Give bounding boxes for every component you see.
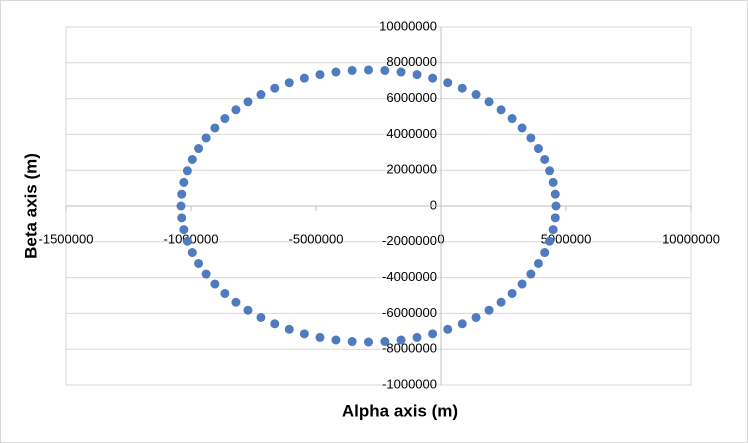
data-point	[533, 258, 543, 268]
data-point	[471, 312, 481, 322]
y-tick-label: 8000000	[386, 54, 437, 69]
data-point	[315, 332, 325, 342]
data-point	[331, 67, 341, 77]
y-tick-label: 0	[430, 197, 437, 212]
data-point	[243, 305, 253, 315]
data-point	[551, 201, 561, 211]
data-point	[471, 90, 481, 100]
grid-layer: -1000000 -8000000 -6000000 -4000000 -2000000…	[39, 18, 720, 391]
data-point	[548, 225, 558, 235]
data-point	[231, 105, 241, 115]
data-point	[412, 332, 422, 342]
data-point	[182, 236, 192, 246]
data-point	[364, 337, 373, 347]
data-point	[210, 123, 220, 133]
data-point	[177, 213, 187, 223]
data-point	[428, 73, 438, 83]
data-point	[548, 177, 558, 187]
data-point	[201, 133, 211, 143]
data-point	[380, 65, 390, 75]
data-point	[331, 335, 341, 345]
data-point	[182, 166, 192, 176]
data-point	[526, 269, 536, 279]
data-point	[545, 236, 555, 246]
data-point	[550, 189, 560, 199]
y-tick-label: 6000000	[386, 90, 437, 105]
data-point	[517, 123, 527, 133]
data-point	[284, 78, 294, 88]
data-point	[550, 213, 560, 223]
data-point	[299, 329, 309, 339]
mark-layer	[176, 65, 561, 347]
data-point	[540, 248, 550, 258]
y-tick-label: -6000000	[382, 305, 437, 320]
y-tick-label: -8000000	[382, 341, 437, 356]
data-point	[194, 258, 204, 268]
x-tick-label: -1500000	[39, 231, 94, 246]
data-point	[545, 166, 555, 176]
data-point	[243, 97, 253, 107]
data-point	[443, 78, 453, 88]
data-point	[270, 83, 280, 93]
data-point	[380, 337, 390, 347]
data-point	[256, 312, 266, 322]
data-point	[457, 83, 467, 93]
x-axis-title: Alpha axis (m)	[342, 401, 458, 420]
data-point	[507, 288, 517, 298]
data-point	[347, 337, 357, 347]
data-point	[496, 105, 506, 115]
data-point	[179, 177, 189, 187]
data-point	[428, 329, 438, 339]
data-point	[256, 90, 266, 100]
data-point	[443, 324, 453, 334]
data-point	[364, 65, 373, 75]
data-point	[220, 288, 230, 298]
data-point	[496, 297, 506, 307]
data-point	[201, 269, 211, 279]
data-point	[270, 319, 280, 329]
data-point	[315, 70, 325, 80]
data-point	[517, 279, 527, 289]
x-tick-label: -5000000	[289, 231, 344, 246]
y-tick-label: 4000000	[386, 126, 437, 141]
y-tick-label: -2000000	[382, 233, 437, 248]
data-point	[179, 225, 189, 235]
data-point	[299, 73, 309, 83]
data-point	[194, 144, 204, 154]
data-point	[187, 154, 197, 164]
data-point	[187, 248, 197, 258]
data-point	[210, 279, 220, 289]
data-point	[457, 319, 467, 329]
data-point	[540, 154, 550, 164]
y-tick-label: -4000000	[382, 269, 437, 284]
data-point	[231, 297, 241, 307]
x-tick-label: 10000000	[662, 231, 720, 246]
y-tick-label: -1000000	[382, 376, 437, 391]
data-point	[396, 335, 406, 345]
y-tick-label: 10000000	[379, 18, 437, 33]
data-point	[177, 189, 187, 199]
data-point	[484, 97, 494, 107]
data-point	[284, 324, 294, 334]
data-point	[412, 70, 422, 80]
data-point	[396, 67, 406, 77]
data-point	[533, 144, 543, 154]
data-point	[526, 133, 536, 143]
data-point	[220, 114, 230, 124]
data-point	[484, 305, 494, 315]
data-point	[347, 65, 357, 75]
data-point	[176, 201, 186, 211]
y-tick-label: 2000000	[386, 162, 437, 177]
data-point	[507, 114, 517, 124]
y-axis-title: Beta axis (m)	[21, 153, 40, 259]
